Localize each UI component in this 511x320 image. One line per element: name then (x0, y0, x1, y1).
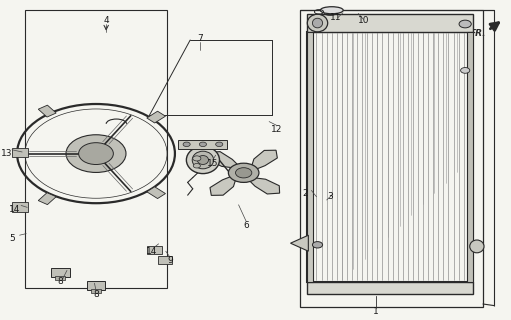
Ellipse shape (470, 240, 484, 253)
Circle shape (460, 68, 470, 73)
Circle shape (66, 135, 126, 172)
Text: 10: 10 (358, 16, 369, 25)
Polygon shape (252, 150, 277, 169)
Bar (178, 140, 227, 149)
Bar (157, 256, 172, 264)
Bar (25, 10, 167, 288)
Circle shape (228, 163, 259, 182)
Polygon shape (207, 152, 238, 168)
Ellipse shape (312, 18, 322, 28)
Circle shape (199, 142, 206, 147)
Ellipse shape (187, 147, 220, 173)
Text: 15: 15 (207, 159, 219, 168)
Circle shape (183, 142, 190, 147)
Text: 4: 4 (103, 16, 109, 25)
Bar (55, 276, 65, 280)
Polygon shape (250, 178, 280, 194)
Text: 14: 14 (9, 205, 20, 214)
Polygon shape (210, 177, 236, 196)
Text: 12: 12 (271, 125, 283, 134)
Text: 11: 11 (330, 13, 341, 22)
Bar (307, 282, 473, 294)
Text: 6: 6 (243, 221, 249, 230)
Text: 14: 14 (146, 247, 158, 256)
Text: 13: 13 (1, 149, 13, 158)
Ellipse shape (192, 151, 214, 169)
Polygon shape (291, 235, 308, 251)
Bar (51, 268, 69, 277)
Text: 9: 9 (167, 256, 173, 265)
Bar (147, 187, 166, 198)
Circle shape (236, 168, 252, 178)
Text: 1: 1 (373, 308, 379, 316)
Bar (38, 193, 56, 204)
Text: 2: 2 (302, 189, 308, 198)
Bar (467, 32, 473, 282)
Ellipse shape (197, 156, 208, 164)
Bar (87, 281, 105, 290)
Text: 8: 8 (57, 277, 63, 286)
Circle shape (193, 164, 200, 168)
Circle shape (312, 242, 322, 248)
Circle shape (216, 142, 223, 147)
Bar (307, 14, 473, 32)
Ellipse shape (307, 14, 328, 32)
Circle shape (193, 156, 201, 161)
Text: 5: 5 (9, 234, 15, 243)
Bar (148, 246, 161, 254)
Bar (147, 111, 166, 123)
Bar (12, 148, 28, 157)
Ellipse shape (320, 7, 343, 14)
Text: 7: 7 (198, 34, 203, 43)
Bar (12, 202, 28, 212)
Bar (91, 289, 101, 293)
Bar (38, 105, 56, 117)
Bar (307, 32, 473, 282)
Circle shape (459, 20, 471, 28)
Circle shape (79, 143, 113, 164)
Bar (307, 32, 313, 282)
Text: 8: 8 (93, 290, 99, 299)
Text: FR.: FR. (470, 29, 486, 38)
Text: 3: 3 (328, 192, 333, 201)
